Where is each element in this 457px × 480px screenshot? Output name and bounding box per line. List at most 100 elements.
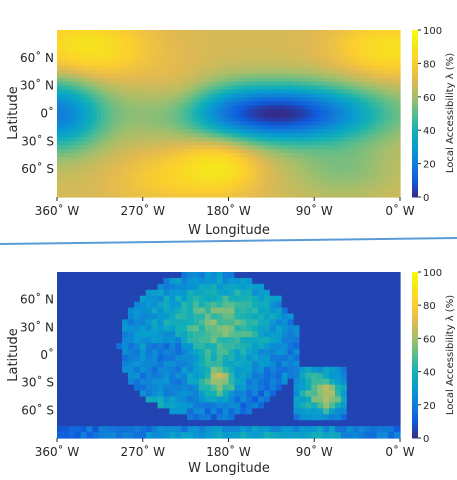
heatmap-cell	[160, 73, 166, 79]
heatmap-cell	[292, 193, 297, 198]
heatmap-cell	[163, 307, 170, 315]
heatmap-cell	[275, 390, 283, 398]
heatmap-cell	[392, 129, 397, 134]
heatmap-cell	[92, 366, 99, 374]
heatmap-cell	[216, 272, 224, 279]
heatmap-cell	[210, 396, 218, 404]
heatmap-cell	[352, 77, 357, 83]
heatmap-cell	[108, 125, 114, 131]
heatmap-cell	[340, 133, 345, 138]
heatmap-cell	[216, 129, 222, 134]
heatmap-cell	[288, 37, 293, 43]
heatmap-cell	[139, 355, 147, 362]
heatmap-cell	[281, 277, 289, 285]
heatmap-cell	[296, 61, 301, 67]
heatmap-cell	[184, 57, 190, 63]
heatmap-cell	[316, 169, 321, 174]
heatmap-cell	[317, 349, 324, 356]
heatmap-cell	[196, 117, 202, 123]
heatmap-cell	[358, 307, 366, 315]
heatmap-cell	[356, 101, 361, 107]
heatmap-cell	[210, 295, 218, 303]
heatmap-cell	[370, 378, 377, 386]
heatmap-cell	[68, 61, 74, 67]
heatmap-cell	[352, 145, 357, 150]
heatmap-cell	[98, 378, 105, 386]
heatmap-cell	[364, 372, 372, 380]
heatmap-cell	[127, 295, 135, 303]
heatmap-cell	[72, 141, 78, 146]
heatmap-cell	[332, 149, 337, 154]
heatmap-cell	[120, 49, 126, 55]
heatmap-cell	[98, 384, 105, 392]
heatmap-cell	[356, 185, 361, 190]
heatmap-cell	[275, 378, 283, 386]
heatmap-cell	[275, 331, 283, 338]
heatmap-cell	[88, 97, 94, 103]
heatmap-cell	[340, 185, 345, 190]
heatmap-cell	[124, 77, 130, 83]
heatmap-cell	[88, 77, 94, 83]
heatmap-cell	[127, 307, 135, 315]
heatmap-cell	[348, 30, 353, 35]
heatmap-cell	[352, 372, 360, 380]
heatmap-cell	[204, 366, 212, 374]
heatmap-cell	[246, 378, 253, 386]
heatmap-cell	[234, 337, 241, 344]
heatmap-cell	[180, 49, 186, 55]
heatmap-cell	[104, 325, 111, 332]
heatmap-cell	[256, 109, 262, 115]
heatmap-cell	[100, 153, 106, 158]
heatmap-cell	[344, 49, 349, 55]
heatmap-cell	[324, 85, 329, 91]
heatmap-cell	[60, 57, 66, 63]
heatmap-cell	[144, 185, 150, 190]
heatmap-cell	[116, 319, 123, 326]
heatmap-cell	[76, 145, 82, 150]
heatmap-cell	[324, 145, 329, 150]
heatmap-cell	[76, 33, 82, 39]
heatmap-cell	[364, 283, 372, 291]
heatmap-cell	[116, 33, 122, 39]
heatmap-cell	[120, 177, 126, 182]
heatmap-cell	[296, 77, 301, 83]
heatmap-cell	[232, 49, 238, 55]
heatmap-cell	[312, 169, 317, 174]
heatmap-cell	[320, 45, 325, 51]
heatmap-cell	[384, 113, 389, 119]
heatmap-cell	[292, 149, 297, 154]
heatmap-cell	[300, 73, 305, 79]
heatmap-cell	[196, 165, 202, 170]
heatmap-cell	[234, 384, 241, 392]
heatmap-cell	[212, 125, 218, 131]
heatmap-cell	[280, 105, 285, 111]
heatmap-cell	[196, 141, 202, 146]
heatmap-cell	[198, 283, 206, 291]
heatmap-cell	[64, 53, 70, 59]
heatmap-cell	[188, 81, 194, 87]
heatmap-cell	[260, 177, 265, 182]
heatmap-cell	[256, 141, 262, 146]
heatmap-cell	[376, 289, 383, 297]
heatmap-cell	[204, 185, 210, 190]
heatmap-cell	[68, 37, 74, 43]
heatmap-cell	[380, 97, 385, 103]
heatmap-cell	[340, 149, 345, 154]
heatmap-cell	[84, 53, 90, 59]
heatmap-cell	[288, 185, 293, 190]
heatmap-cell	[308, 169, 313, 174]
heatmap-cell	[172, 69, 178, 75]
heatmap-cell	[184, 49, 190, 55]
heatmap-cell	[120, 65, 126, 71]
heatmap-cell	[320, 65, 325, 71]
heatmap-cell	[272, 61, 277, 67]
heatmap-cell	[152, 37, 158, 43]
heatmap-cell	[287, 272, 295, 279]
heatmap-cell	[148, 117, 154, 123]
heatmap-cell	[188, 69, 194, 75]
heatmap-cell	[139, 289, 147, 297]
heatmap-cell	[224, 157, 230, 162]
heatmap-cell	[200, 121, 206, 127]
heatmap-cell	[293, 283, 301, 291]
heatmap-cell	[116, 272, 123, 279]
